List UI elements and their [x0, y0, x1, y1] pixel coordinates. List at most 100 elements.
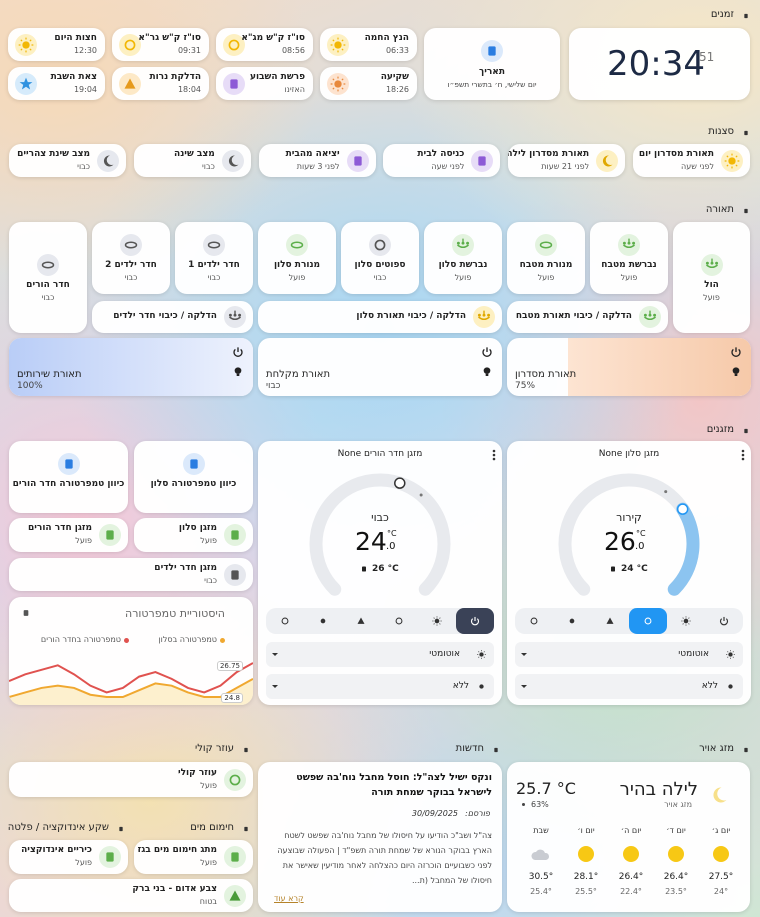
icon-shape: [705, 263, 718, 268]
icon-shape: [244, 747, 248, 753]
icon-shape: [719, 618, 729, 626]
entity-card[interactable]: תאורת מסדרון לילה לפני 21 שעות: [508, 144, 626, 177]
entity-card[interactable]: מזגן חדר ילדים כבוי: [9, 558, 253, 591]
entity-card[interactable]: מזגן סלון פועל: [134, 518, 253, 552]
entity-card[interactable]: מצב שינת צהריים כבוי: [9, 144, 126, 177]
dimmer-card[interactable]: תאורת מקלחת כבוי: [258, 338, 502, 396]
icon-ray: [332, 38, 335, 42]
clock-time: 20:34: [607, 44, 705, 84]
icon-shape: [673, 851, 679, 857]
icon-ray: [732, 656, 734, 658]
entity-tile[interactable]: כיוון טמפרטורה חדר הורים: [9, 441, 128, 513]
icon: [224, 524, 246, 546]
entity-tile[interactable]: מנורת סלון פועל: [258, 222, 336, 294]
news-more[interactable]: קרא עוד: [274, 894, 304, 903]
entity-tile[interactable]: חדר ילדים 1 כבוי: [175, 222, 253, 294]
dropdown-value: ללא: [701, 681, 718, 691]
icon-shape: [334, 40, 342, 49]
weather-card[interactable]: לילה בהיר מזג אויר 25.7 °C 63% יום ג׳ 27.5° 24…: [507, 762, 750, 912]
legend-entry: טמפרטורה בחדר הורים: [41, 635, 129, 644]
icon: [369, 234, 391, 256]
icon: [432, 616, 442, 626]
entity-name: מזגן חדר הורים: [28, 523, 92, 533]
entity-tile[interactable]: חדר הורים כבוי: [9, 222, 87, 333]
entity-tile[interactable]: כיוון טמפרטורה סלון: [134, 441, 253, 513]
icon: [731, 347, 741, 357]
icon: [120, 234, 142, 256]
entity-card[interactable]: צאת השבת 19:04: [8, 67, 105, 100]
icon-shape: [632, 241, 636, 245]
entity-name: חדר ילדים 2: [105, 260, 157, 270]
entity-state: לפני שעה: [681, 161, 714, 171]
thermostat-unit: °C: [636, 529, 646, 538]
icon-shape: [228, 154, 239, 166]
entity-card[interactable]: עוזר קולי פועל: [9, 762, 253, 797]
icon: [681, 616, 691, 626]
icon-shape: [320, 618, 326, 624]
entity-state: 18:04: [177, 84, 201, 94]
entity-card[interactable]: סו"ז ק"ש גר"א 09:31: [112, 28, 209, 61]
icon-shape: [648, 313, 652, 317]
icon-shape: [569, 618, 575, 624]
history-card[interactable]: היסטוריית טמפרטורה טמפרטורה בסלון טמפרטורה…: [9, 597, 253, 705]
news-card[interactable]: ונקס ישיל לצה"ל: חוסל מחבל נוח'בה שפשט ל…: [258, 762, 502, 912]
entity-card[interactable]: שקיעה 18:26: [320, 67, 417, 100]
entity-card[interactable]: מזגן חדר הורים פועל: [9, 518, 128, 552]
entity-tile[interactable]: נברשת סלון פועל: [424, 222, 502, 294]
entity-tile[interactable]: חדר ילדים 2 כבוי: [92, 222, 170, 294]
entity-tile[interactable]: נברשת מטבח פועל: [590, 222, 668, 294]
toggle-card[interactable]: הדלקה / כיבוי תאורת סלון: [258, 301, 502, 333]
icon: [234, 367, 242, 376]
icon: [37, 253, 59, 276]
icon-bg: [618, 234, 640, 256]
entity-card[interactable]: מצב שינה כבוי: [133, 144, 251, 177]
dimmer-card[interactable]: תאורת שירותים 100%: [9, 338, 253, 396]
entity-card[interactable]: פרשת השבוע האזינו: [216, 67, 313, 100]
entity-card[interactable]: חצות היום 12:30: [8, 28, 105, 61]
icon: [618, 234, 640, 256]
entity-card[interactable]: הדלקת נרות 18:04: [112, 67, 209, 100]
icon-shape: [713, 787, 727, 803]
dimmer-card[interactable]: תאורת מסדרון 75%: [507, 338, 751, 396]
thermostat-target: 26: [604, 527, 636, 556]
entity-card[interactable]: כניסה לבית לפני שעה: [383, 144, 501, 177]
thermostat-card[interactable]: מזגן סלון None קירור 26.0 °C 24 °C אוטומטי ללא: [507, 441, 751, 705]
icon-ray: [433, 623, 435, 625]
dial-active: [667, 502, 700, 596]
entity-name: נברשת מטבח: [601, 260, 657, 270]
clock-card[interactable]: 20:34 51: [569, 28, 750, 100]
entity-card[interactable]: תאורת מסדרון יום לפני שעה: [633, 144, 750, 177]
icon-shape: [683, 618, 689, 624]
entity-card[interactable]: סו"ז ק"ש מג"א 08:56: [216, 28, 313, 61]
icon-bg: [596, 149, 619, 172]
icon-shape: [482, 313, 486, 317]
entity-name: נברשת סלון: [438, 260, 488, 270]
entity-state: פועל: [288, 273, 306, 282]
entity-card[interactable]: יציאה מהבית לפני 3 שעות: [258, 144, 376, 177]
entity-card[interactable]: צבע אדום - בני ברק בטוח: [9, 879, 253, 912]
entity-tile[interactable]: מנורת מטבח פועל: [507, 222, 585, 294]
entity-card[interactable]: כיריים אינדוקציה פועל: [9, 840, 128, 874]
weather-name: מזג אויר: [664, 800, 692, 809]
dropdown: [266, 674, 494, 699]
entity-state: פועל: [537, 273, 555, 282]
icon-bg: [639, 306, 661, 328]
thermostat-card[interactable]: מזגן חדר הורים None כבוי 24.0 °C 26 °C אוטומט…: [258, 441, 502, 705]
icon: [700, 253, 723, 276]
icon-ray: [483, 651, 485, 653]
icon-shape: [522, 803, 525, 806]
date-card[interactable]: תאריך יום שלישי, ח׳ בתשרי תשפ״ו: [424, 28, 560, 100]
entity-tile[interactable]: הול פועל: [673, 222, 750, 333]
entity-card[interactable]: מתג חימום מים בגז פועל: [134, 840, 253, 874]
icon-shape: [357, 617, 365, 624]
icon: [221, 149, 244, 172]
entity-card[interactable]: הנץ החמה 06:33: [320, 28, 417, 61]
icon: [578, 846, 594, 862]
toggle-card[interactable]: הדלקה / כיבוי חדר ילדים: [92, 301, 253, 333]
icon-shape: [623, 244, 635, 249]
icon-ray: [727, 651, 729, 653]
entity-tile[interactable]: ספוטים סלון כבוי: [341, 222, 419, 294]
icon: [744, 428, 748, 434]
icon-shape: [228, 313, 232, 317]
toggle-card[interactable]: הדלקה / כיבוי תאורת מטבח: [507, 301, 668, 333]
